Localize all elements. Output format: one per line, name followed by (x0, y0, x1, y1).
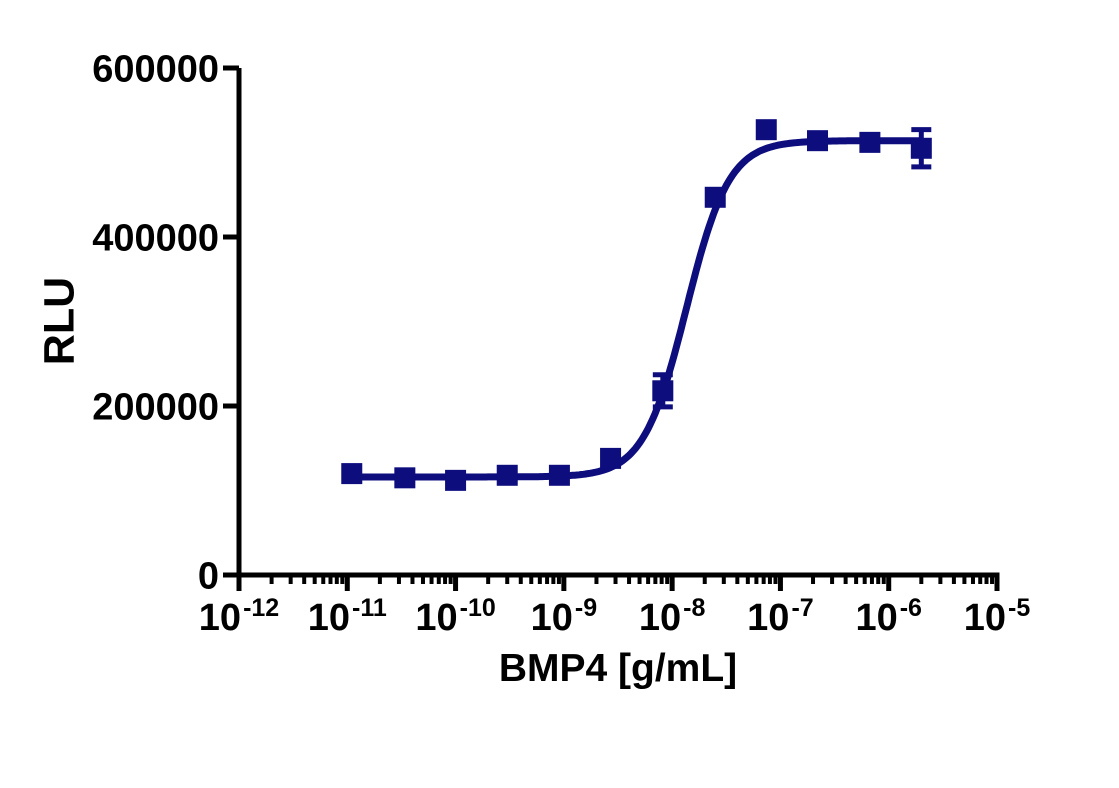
data-point (755, 119, 777, 141)
x-tick-label: 10-8 (639, 594, 706, 639)
data-point (704, 186, 726, 208)
data-point (807, 130, 829, 152)
data-point (600, 447, 622, 469)
plot-layer (341, 119, 932, 491)
y-axis-title: RLU (35, 277, 83, 365)
y-tick-label: 200000 (92, 387, 219, 429)
y-tick-label: 600000 (92, 49, 219, 91)
data-point (445, 469, 467, 491)
y-tick-label: 0 (198, 556, 219, 598)
axes-layer: 0 200000 400000 600000 10-12 10-11 10-10 10-9 10… (92, 49, 1030, 639)
data-point (394, 467, 416, 489)
data-point (652, 380, 674, 402)
x-tick-label: 10-7 (747, 594, 814, 639)
x-tick-label: 10-12 (199, 594, 279, 639)
x-tick-label: 10-11 (308, 594, 387, 639)
x-tick-label: 10-9 (531, 594, 598, 639)
x-axis-title: BMP4 [g/mL] (499, 647, 737, 690)
data-point (548, 464, 570, 486)
data-point (341, 463, 363, 485)
x-tick-label: 10-10 (415, 594, 495, 639)
data-point (910, 137, 932, 159)
data-point (859, 131, 881, 153)
fit-curve (348, 137, 923, 481)
x-tick-label: 10-5 (964, 594, 1031, 639)
y-tick-label: 400000 (92, 218, 219, 260)
x-tick-label: 10-6 (855, 594, 922, 639)
data-point (496, 464, 518, 486)
